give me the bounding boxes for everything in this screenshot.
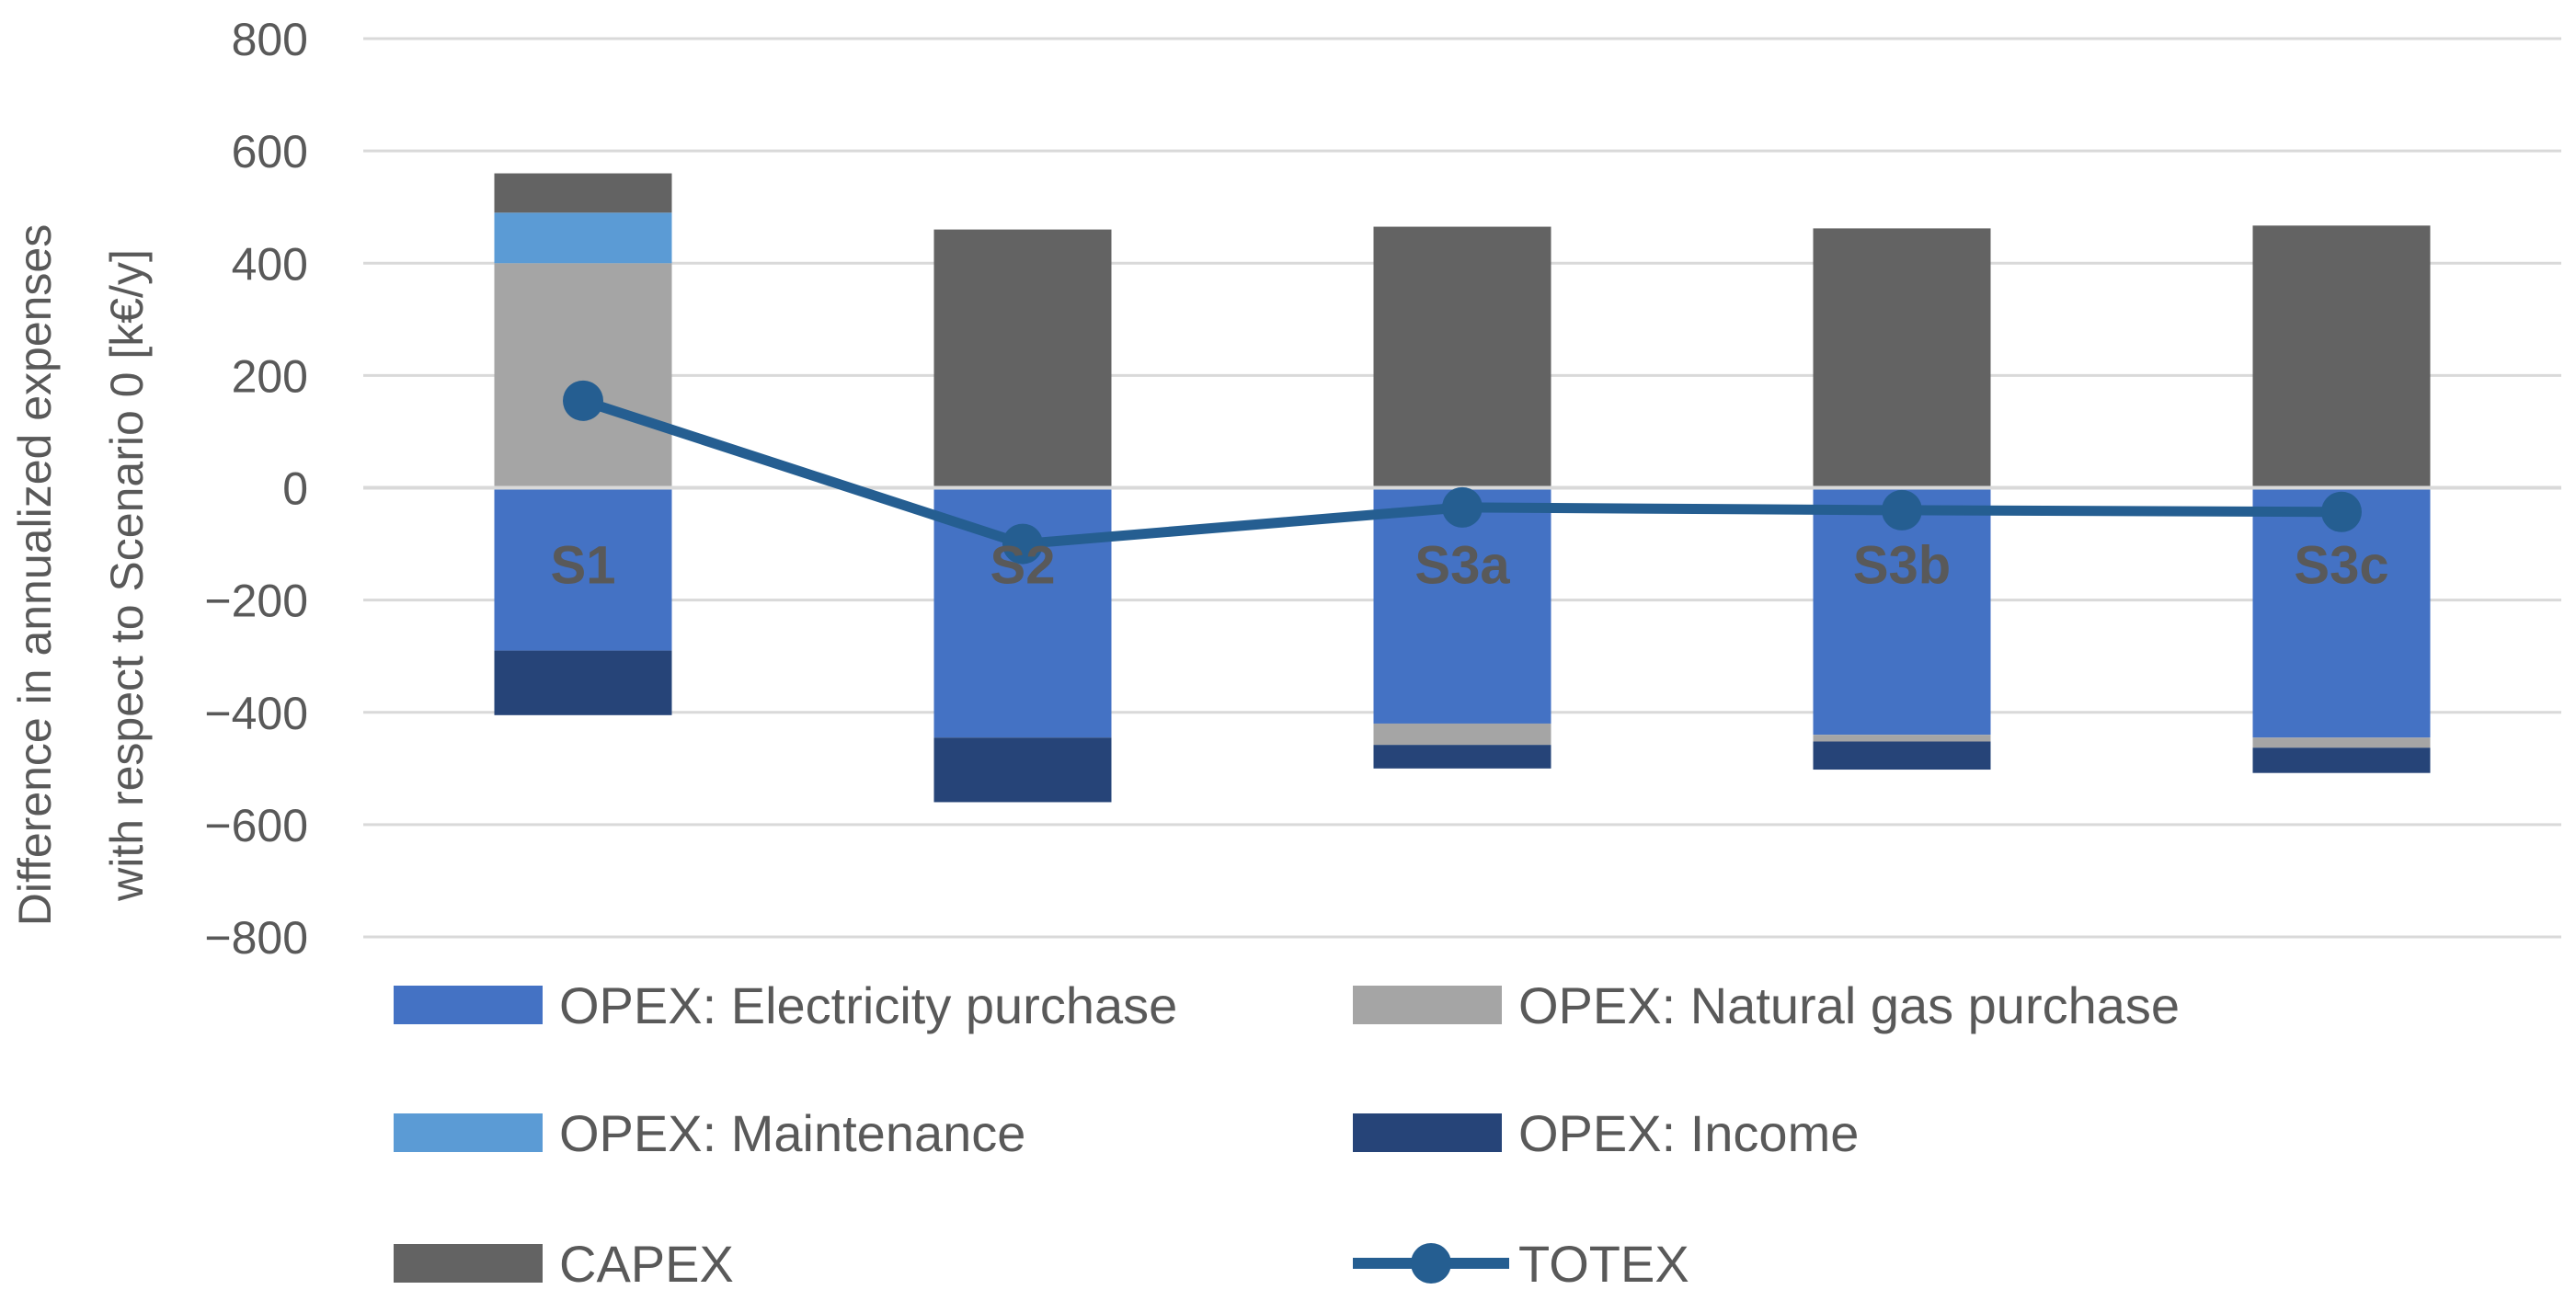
category-label: S3b [1853, 535, 1951, 595]
category-label: S3a [1414, 535, 1510, 595]
legend-label: TOTEX [1518, 1235, 1689, 1293]
legend-label: OPEX: Income [1518, 1104, 1859, 1162]
bar-capex-s3c [2252, 225, 2431, 488]
bar-opex-income-s3b [1813, 741, 1991, 770]
y-axis-title-line-1: Difference in annualized expenses [9, 224, 61, 926]
bar-capex-s3a [1373, 226, 1551, 488]
bar-opex-maintenance-s1 [494, 212, 672, 264]
totex-point-s3a [1442, 486, 1483, 528]
y-axis-title-group: Difference in annualized expenses with re… [9, 224, 153, 926]
y-tick-label: 0 [282, 463, 308, 515]
legend: OPEX: Electricity purchase OPEX: Natural … [394, 976, 2180, 1293]
y-tick-label: −800 [204, 912, 308, 964]
bar-opex-electricity-purchase-s1 [494, 487, 672, 651]
bar-capex-s1 [494, 173, 672, 213]
y-axis-title-line-2: with respect to Scenario 0 [k€/y] [101, 249, 153, 902]
bar-capex-s2 [933, 229, 1112, 488]
y-tick-label: 400 [232, 238, 308, 290]
bar-capex-s3b [1813, 228, 1991, 488]
category-label: S2 [990, 535, 1056, 595]
legend-label: OPEX: Natural gas purchase [1518, 976, 2180, 1034]
legend-swatch [394, 1113, 543, 1152]
legend-swatch [1353, 986, 1502, 1024]
y-axis-title: Difference in annualized expenses with re… [9, 224, 153, 926]
category-label: S3c [2294, 535, 2388, 595]
bar-opex-income-s3c [2252, 748, 2431, 773]
totex-line [563, 380, 2362, 565]
category-label: S1 [551, 535, 616, 595]
y-tick-label: 600 [232, 126, 308, 177]
y-tick-label: 200 [232, 350, 308, 402]
y-tick-label: −200 [204, 576, 308, 627]
bar-opex-income-s2 [933, 737, 1112, 803]
totex-point-s2 [1002, 523, 1043, 565]
legend-swatch [394, 1244, 543, 1283]
legend-marker [1411, 1243, 1451, 1284]
y-tick-label: −600 [204, 800, 308, 851]
legend-swatch [1353, 1113, 1502, 1152]
legend-label: CAPEX [559, 1235, 734, 1293]
legend-swatch [394, 986, 543, 1024]
bar-opex-natural-gas-purchase-s3a [1373, 723, 1551, 746]
y-tick-label: 800 [232, 14, 308, 65]
labels: 800 600 400 200 0 −200 −400 −600 −800 S1 S2 S3a S3b S… [204, 14, 2388, 964]
bar-opex-natural-gas-purchase-s3b [1813, 735, 1991, 742]
bar-opex-income-s3a [1373, 745, 1551, 769]
y-tick-label: −400 [204, 688, 308, 739]
totex-point-s1 [563, 380, 603, 421]
bar-opex-natural-gas-purchase-s3c [2252, 737, 2431, 748]
totex-point-s3b [1882, 489, 1922, 531]
legend-label: OPEX: Maintenance [559, 1104, 1025, 1162]
totex-point-s3c [2321, 491, 2362, 532]
bar-opex-income-s1 [494, 650, 672, 715]
bar-opex-natural-gas-purchase-s1 [494, 263, 672, 488]
legend-label: OPEX: Electricity purchase [559, 976, 1177, 1034]
